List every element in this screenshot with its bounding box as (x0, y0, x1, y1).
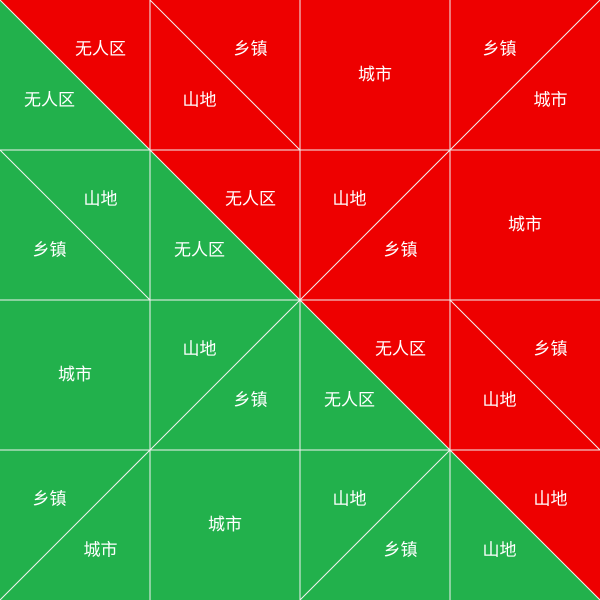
region-label: 城市 (58, 365, 92, 385)
diagonal-line (0, 0, 151, 151)
region-label: 城市 (84, 541, 118, 561)
region-label: 乡镇 (384, 541, 418, 561)
diagonal-line (449, 449, 600, 600)
diagonal-line (299, 149, 451, 301)
region-label: 乡镇 (483, 40, 517, 60)
region-label: 乡镇 (33, 490, 67, 510)
region-label: 山地 (483, 541, 517, 561)
region-label: 乡镇 (234, 391, 268, 411)
region-label: 无人区 (24, 91, 75, 111)
region-label: 乡镇 (534, 340, 568, 360)
region-label: 无人区 (375, 340, 426, 360)
region-label: 山地 (333, 490, 367, 510)
region-label: 乡镇 (384, 241, 418, 261)
region-label: 无人区 (174, 241, 225, 261)
diagonal-line (149, 0, 301, 151)
diagonal-line (149, 149, 301, 301)
diagonal-line (149, 299, 301, 451)
region-label: 城市 (208, 515, 242, 535)
region-labels: 无人区无人区乡镇山地城市乡镇城市山地乡镇无人区无人区山地乡镇城市城市山地乡镇无人… (24, 40, 568, 561)
region-label: 山地 (84, 190, 118, 210)
diagonal-line (299, 449, 451, 600)
diagonal-line (299, 299, 451, 451)
region-label: 山地 (183, 91, 217, 111)
region-label: 山地 (483, 391, 517, 411)
region-label: 乡镇 (234, 40, 268, 60)
region-label: 无人区 (324, 391, 375, 411)
region-label: 无人区 (75, 40, 126, 60)
diagonal-line (449, 299, 600, 451)
region-label: 城市 (508, 215, 542, 235)
region-label: 城市 (534, 91, 568, 111)
diagonal-line (0, 449, 151, 600)
region-label: 山地 (183, 340, 217, 360)
region-label: 乡镇 (33, 241, 67, 261)
diagonal-line (0, 149, 151, 301)
diagonal-line (449, 0, 600, 151)
region-label: 山地 (534, 490, 568, 510)
region-label: 无人区 (225, 190, 276, 210)
region-label: 山地 (333, 190, 367, 210)
region-label: 城市 (358, 65, 392, 85)
